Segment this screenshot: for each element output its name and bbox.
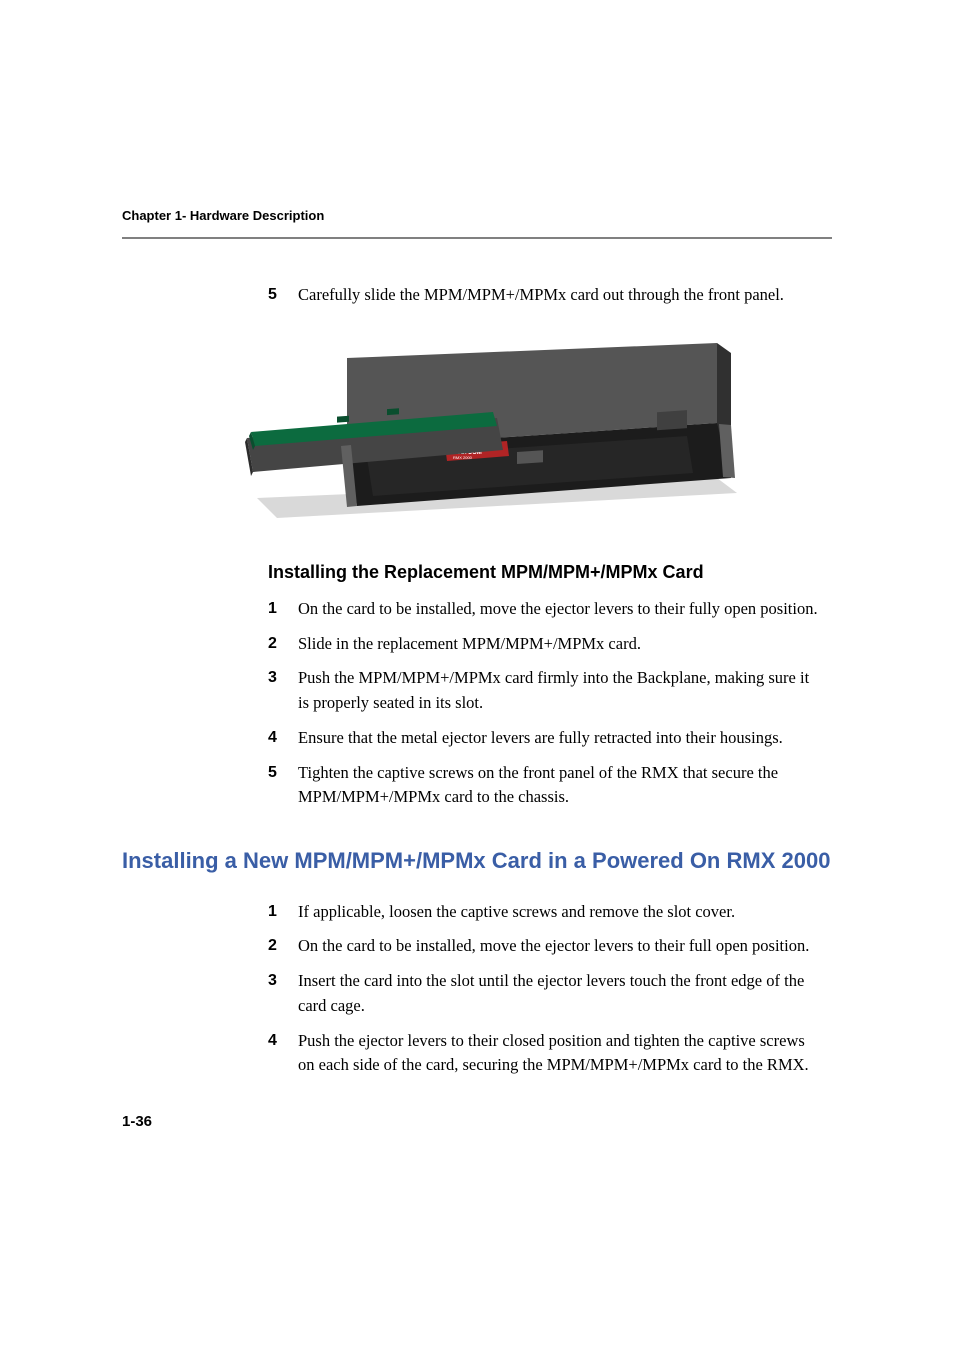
figure-container: POLYCOM RMX 2000 bbox=[122, 328, 832, 528]
step-text: Ensure that the metal ejector levers are… bbox=[298, 726, 832, 751]
step-text: Carefully slide the MPM/MPM+/MPMx card o… bbox=[298, 283, 832, 308]
step-text: Slide in the replacement MPM/MPM+/MPMx c… bbox=[298, 632, 832, 657]
section-heading-install-new: Installing a New MPM/MPM+/MPMx Card in a… bbox=[122, 846, 832, 876]
step-number: 2 bbox=[268, 632, 298, 656]
step-number: 3 bbox=[268, 666, 298, 690]
step-item: 5 Tighten the captive screws on the fron… bbox=[268, 761, 832, 811]
step-number: 5 bbox=[268, 283, 298, 307]
step-item: 2 On the card to be installed, move the … bbox=[268, 934, 832, 959]
step-text: Insert the card into the slot until the … bbox=[298, 969, 832, 1019]
step-number: 3 bbox=[268, 969, 298, 993]
step-item: 1 On the card to be installed, move the … bbox=[268, 597, 832, 622]
panel-detail bbox=[517, 450, 543, 464]
step-item: 2 Slide in the replacement MPM/MPM+/MPMx… bbox=[268, 632, 832, 657]
rmx-chassis-illustration: POLYCOM RMX 2000 bbox=[217, 328, 737, 528]
step-number: 4 bbox=[268, 726, 298, 750]
model-label: RMX 2000 bbox=[453, 455, 473, 460]
step-text: If applicable, loosen the captive screws… bbox=[298, 900, 832, 925]
panel-detail bbox=[657, 410, 687, 430]
step-text: On the card to be installed, move the ej… bbox=[298, 597, 832, 622]
step-number: 5 bbox=[268, 761, 298, 785]
step-item: 4 Ensure that the metal ejector levers a… bbox=[268, 726, 832, 751]
step-text: On the card to be installed, move the ej… bbox=[298, 934, 832, 959]
page-number: 1-36 bbox=[122, 1113, 152, 1130]
step-text: Push the MPM/MPM+/MPMx card firmly into … bbox=[298, 666, 832, 716]
step-item: 5 Carefully slide the MPM/MPM+/MPMx card… bbox=[268, 283, 832, 308]
section-heading-install-replacement: Installing the Replacement MPM/MPM+/MPMx… bbox=[268, 562, 832, 583]
header-rule bbox=[122, 237, 832, 239]
step-item: 3 Insert the card into the slot until th… bbox=[268, 969, 832, 1019]
step-text: Tighten the captive screws on the front … bbox=[298, 761, 832, 811]
step-number: 1 bbox=[268, 900, 298, 924]
step-item: 3 Push the MPM/MPM+/MPMx card firmly int… bbox=[268, 666, 832, 716]
step-text: Push the ejector levers to their closed … bbox=[298, 1029, 832, 1079]
card-chip bbox=[337, 416, 349, 423]
step-number: 1 bbox=[268, 597, 298, 621]
step-item: 1 If applicable, loosen the captive scre… bbox=[268, 900, 832, 925]
running-header: Chapter 1- Hardware Description bbox=[122, 208, 832, 223]
card-chip bbox=[387, 408, 399, 415]
step-number: 4 bbox=[268, 1029, 298, 1053]
step-item: 4 Push the ejector levers to their close… bbox=[268, 1029, 832, 1079]
step-number: 2 bbox=[268, 934, 298, 958]
